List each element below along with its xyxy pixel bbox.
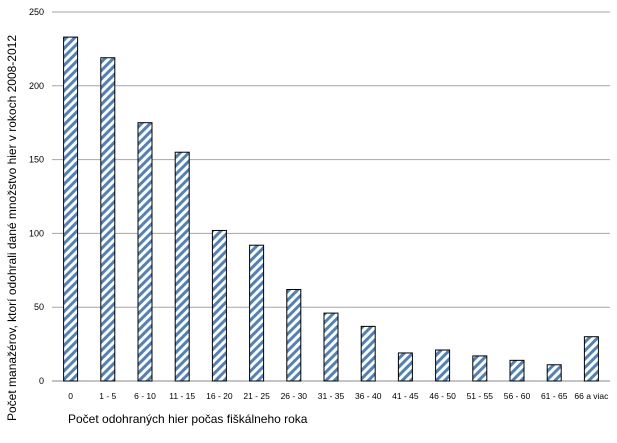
x-category-label: 6 - 10 bbox=[134, 391, 156, 401]
x-axis-label: Počet odohraných hier počas fiškálneho r… bbox=[68, 412, 308, 426]
bar bbox=[174, 151, 190, 382]
x-category-label: 46 - 50 bbox=[429, 391, 456, 401]
bar bbox=[509, 359, 525, 382]
bar bbox=[63, 36, 79, 382]
x-category-label: 0 bbox=[68, 391, 73, 401]
x-category-label: 41 - 45 bbox=[392, 391, 419, 401]
x-category-label: 11 - 15 bbox=[169, 391, 195, 401]
x-category-label: 36 - 40 bbox=[355, 391, 382, 401]
bar bbox=[211, 229, 227, 382]
x-category-label: 31 - 35 bbox=[318, 391, 345, 401]
bar bbox=[323, 312, 339, 382]
bar bbox=[583, 336, 599, 382]
x-axis-categories: 0 1 - 5 6 - 10 11 - 15 16 - 20 21 - 25 26 - 30… bbox=[68, 391, 609, 401]
x-category-label: 56 - 60 bbox=[504, 391, 531, 401]
x-category-label: 16 - 20 bbox=[206, 391, 233, 401]
bar bbox=[100, 57, 116, 382]
bar bbox=[249, 244, 265, 382]
y-tick-label: 150 bbox=[29, 155, 44, 165]
y-tick-label: 200 bbox=[29, 81, 44, 91]
bar bbox=[546, 364, 562, 382]
x-category-label: 61 - 65 bbox=[541, 391, 568, 401]
y-tick-label: 100 bbox=[29, 228, 44, 238]
bar bbox=[397, 352, 413, 382]
y-tick-label: 50 bbox=[34, 302, 44, 312]
x-category-label: 1 - 5 bbox=[99, 391, 116, 401]
y-tick-label: 0 bbox=[39, 376, 44, 386]
bar bbox=[137, 122, 153, 382]
bar bbox=[286, 288, 302, 382]
bar bbox=[435, 349, 451, 382]
x-category-label: 66 a viac bbox=[574, 391, 609, 401]
y-axis-label: Počet manažérov, ktorí odohrali dané mno… bbox=[5, 35, 19, 421]
bars bbox=[63, 36, 599, 382]
x-category-label: 26 - 30 bbox=[281, 391, 308, 401]
x-category-label: 21 - 25 bbox=[243, 391, 270, 401]
x-category-label: 51 - 55 bbox=[467, 391, 494, 401]
bar bbox=[472, 355, 488, 382]
y-axis-ticks: 0 50 100 150 200 250 bbox=[29, 7, 44, 386]
y-tick-label: 250 bbox=[29, 7, 44, 17]
bar bbox=[360, 325, 376, 382]
